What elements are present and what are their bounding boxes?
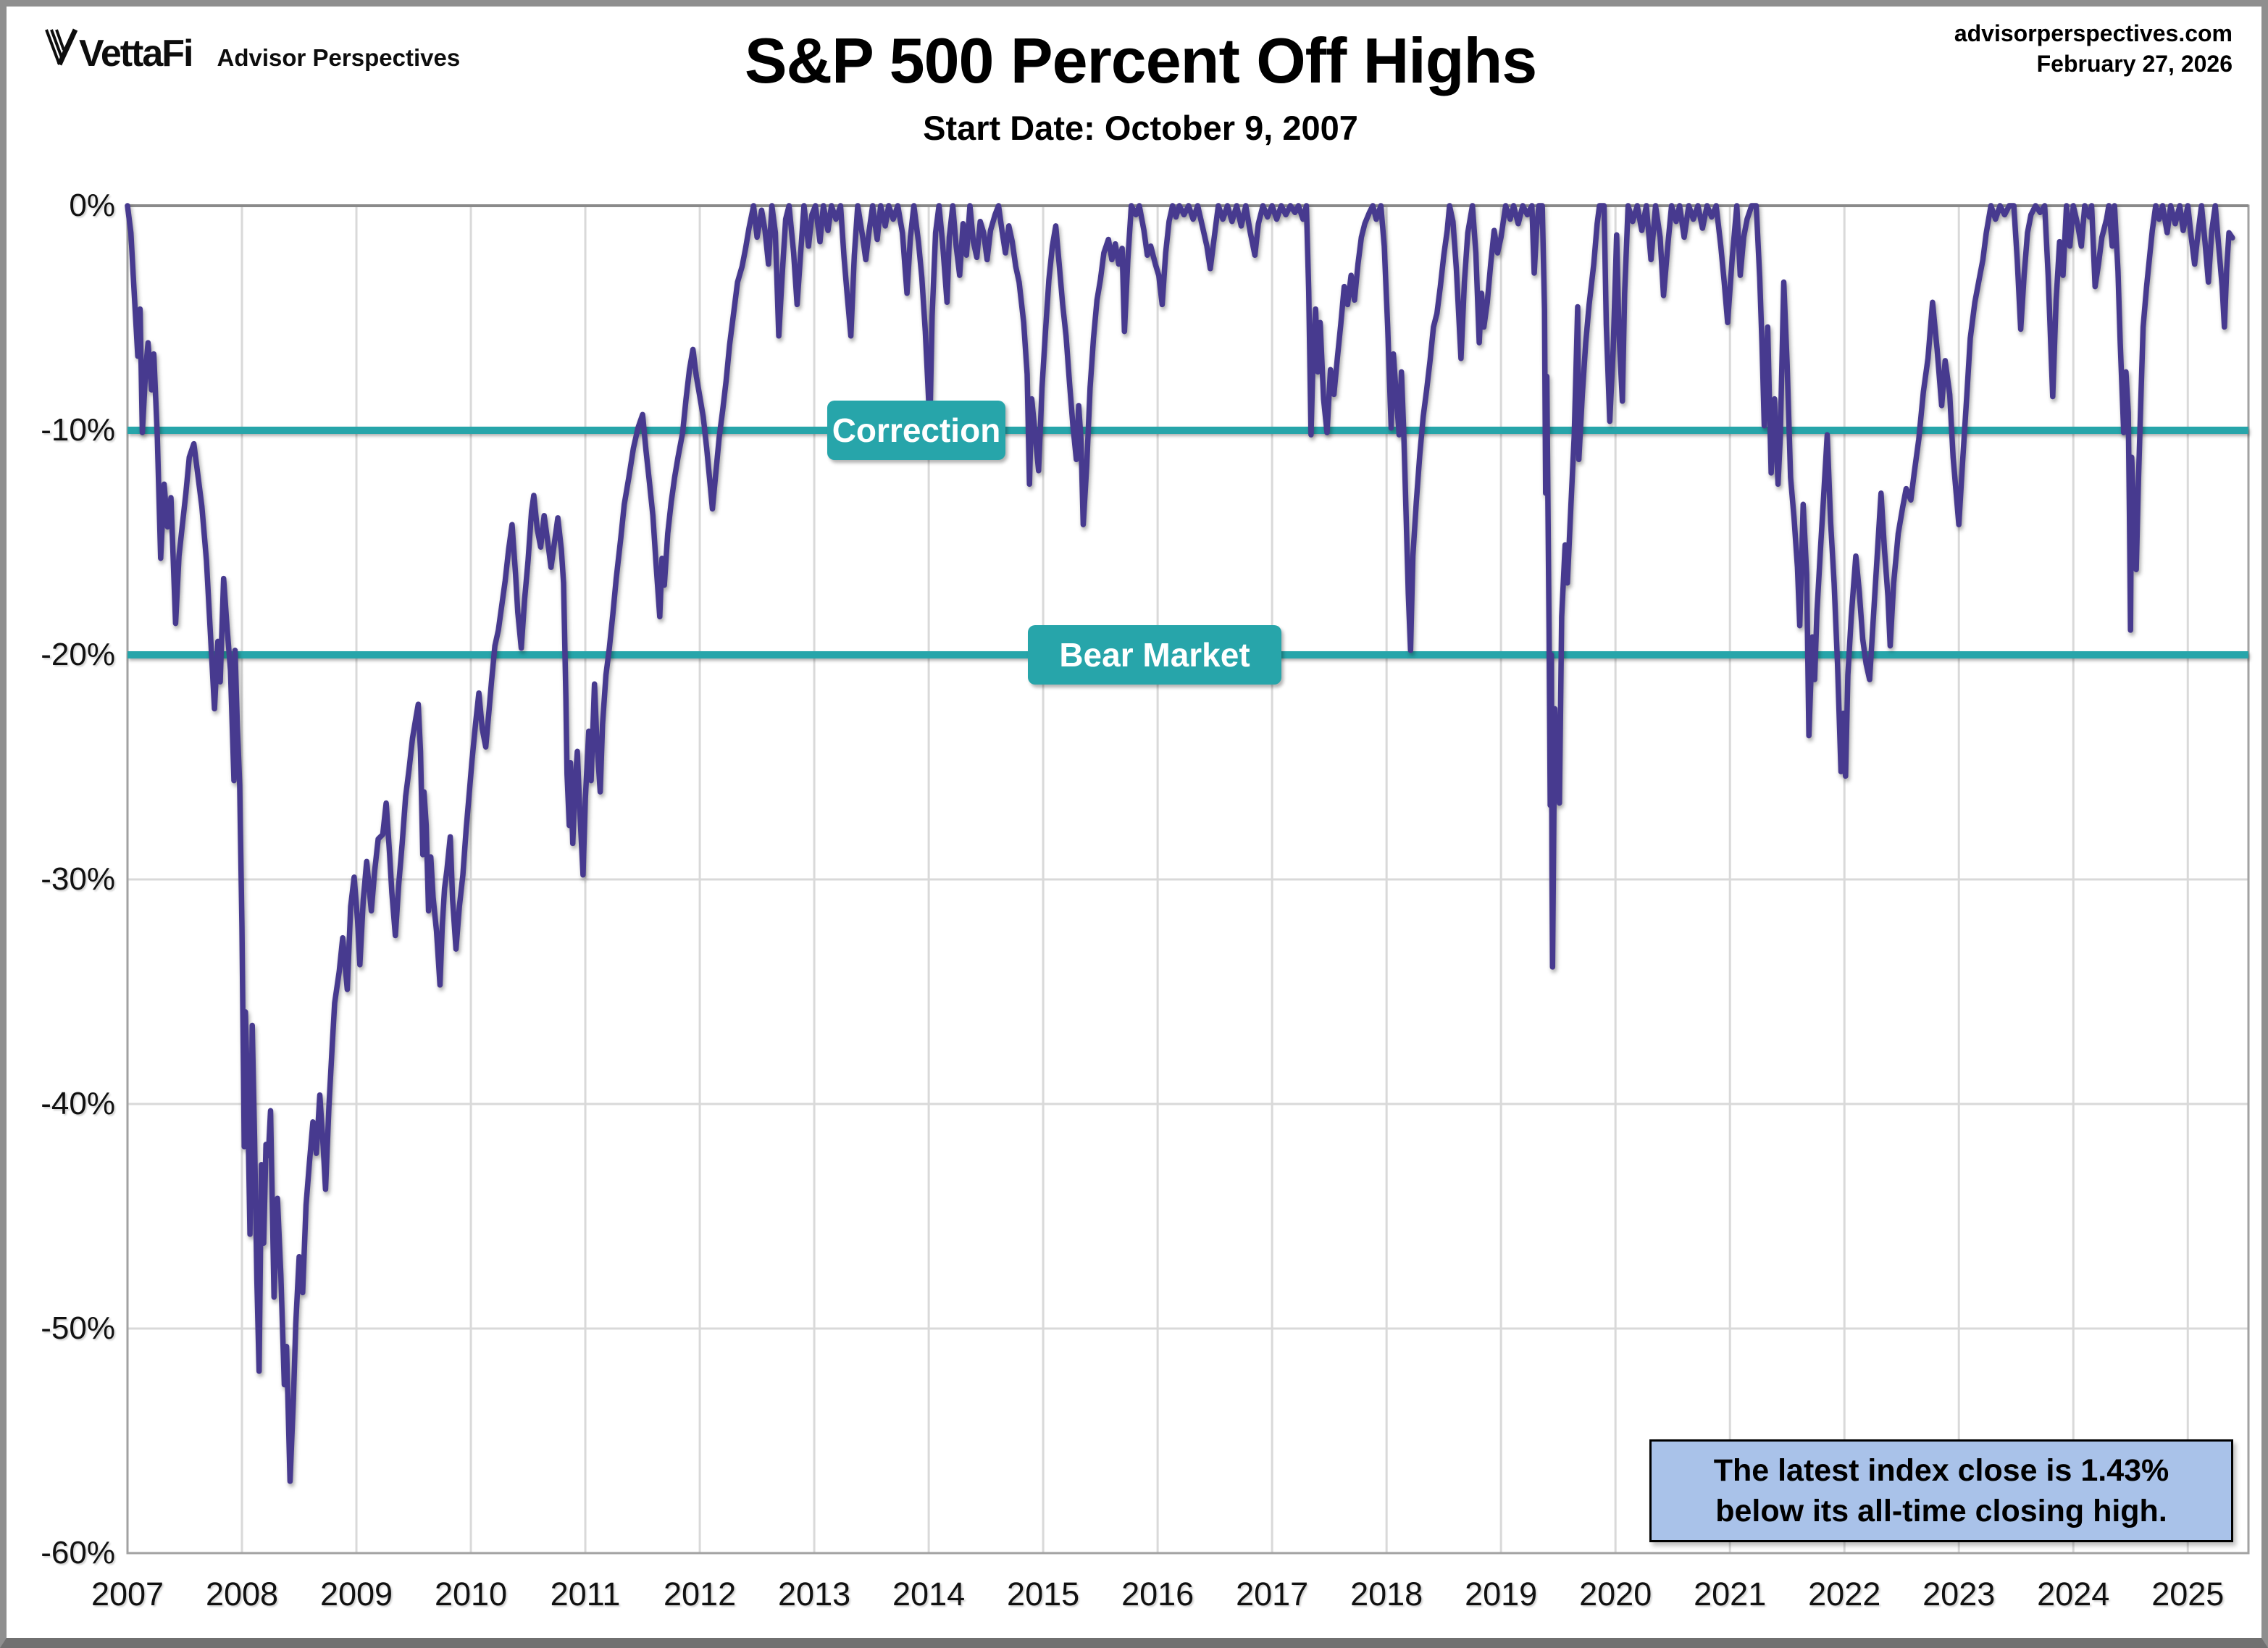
page-subtitle: Start Date: October 9, 2007 [923, 109, 1358, 147]
x-tick-label: 2009 [319, 1576, 393, 1613]
x-tick-label: 2015 [1007, 1576, 1080, 1613]
y-tick-label: 0% [69, 188, 115, 223]
x-tick-label: 2017 [1236, 1576, 1309, 1613]
logo-subtext: Advisor Perspectives [217, 44, 461, 71]
sp500-drawdown-line [125, 203, 2235, 1484]
x-tick-label: 2022 [1808, 1576, 1881, 1613]
vettafi-v-icon [44, 28, 78, 75]
y-tick-label: -40% [41, 1086, 115, 1121]
bear-market-badge: Bear Market [1028, 625, 1281, 685]
x-tick-label: 2012 [664, 1576, 737, 1613]
source-block: advisorperspectives.com February 27, 202… [1954, 18, 2233, 79]
y-tick-label: -20% [41, 637, 115, 672]
y-tick-label: -30% [41, 861, 115, 897]
x-tick-label: 2020 [1579, 1576, 1652, 1613]
y-tick-label: -10% [41, 412, 115, 448]
x-tick-label: 2019 [1465, 1576, 1538, 1613]
x-tick-label: 2008 [205, 1576, 279, 1613]
x-tick-label: 2014 [892, 1576, 966, 1613]
logo-text: VettaFi [79, 33, 193, 75]
latest-close-annotation: The latest index close is 1.43% below it… [1649, 1439, 2233, 1542]
x-tick-label: 2021 [1694, 1576, 1767, 1613]
correction-badge: Correction [827, 401, 1005, 460]
x-tick-label: 2024 [2037, 1576, 2110, 1613]
x-tick-label: 2016 [1121, 1576, 1194, 1613]
x-tick-label: 2013 [778, 1576, 851, 1613]
source-site: advisorperspectives.com [1954, 20, 2233, 46]
vettafi-logo: VettaFi Advisor Perspectives [44, 28, 460, 75]
x-tick-label: 2018 [1350, 1576, 1423, 1613]
drawdown-chart [125, 203, 2250, 1555]
x-tick-label: 2023 [1922, 1576, 1996, 1613]
x-tick-label: 2011 [550, 1576, 621, 1613]
annotation-line2: below its all-time closing high. [1715, 1494, 2167, 1528]
y-tick-label: -50% [41, 1310, 115, 1346]
page-title: S&P 500 Percent Off Highs [744, 25, 1537, 96]
x-tick-label: 2007 [91, 1576, 164, 1613]
x-tick-label: 2010 [434, 1576, 508, 1613]
annotation-line1: The latest index close is 1.43% [1713, 1453, 2169, 1488]
source-date: February 27, 2026 [2036, 51, 2233, 77]
x-tick-label: 2025 [2151, 1576, 2225, 1613]
y-tick-label: -60% [41, 1535, 115, 1570]
